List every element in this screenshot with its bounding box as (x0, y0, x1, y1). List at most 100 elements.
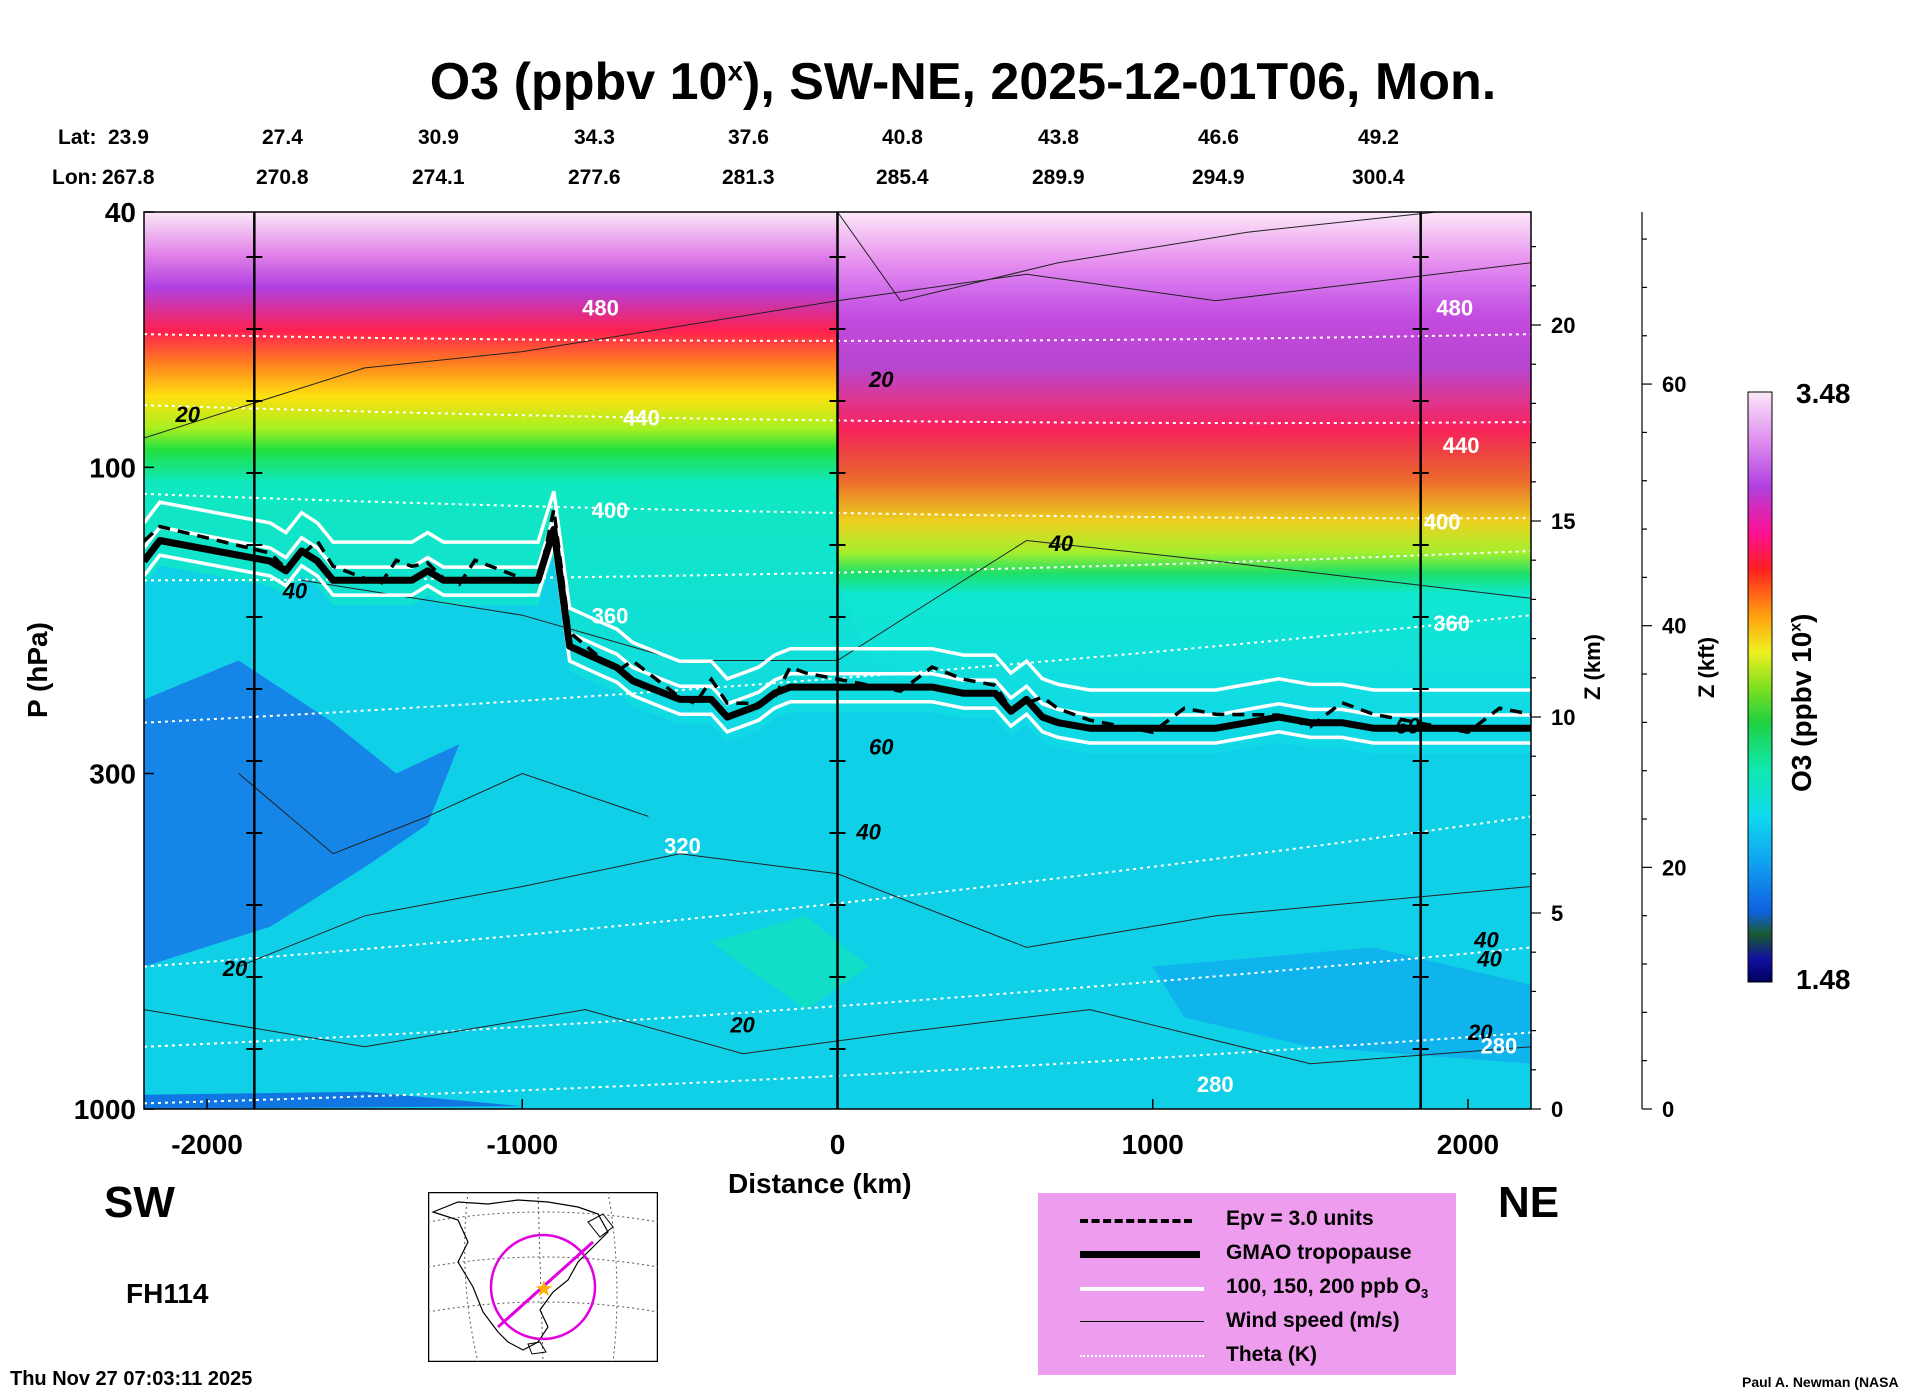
ne-label: NE (1498, 1178, 1560, 1227)
low-ozone-patch-surface (144, 1091, 523, 1109)
timestamp: Thu Nov 27 07:03:11 2025 (10, 1368, 253, 1390)
lon-value: 289.9 (1032, 166, 1085, 189)
colorbar-max-label: 3.48 (1796, 378, 1851, 409)
x-tick-label: 0 (830, 1129, 846, 1160)
theta-contour-label: 280 (1481, 1034, 1518, 1059)
map-section-line (496, 1240, 595, 1329)
epv-line (144, 509, 1531, 735)
x-axis-label: Distance (km) (728, 1168, 912, 1199)
legend-label-trop: GMAO tropopause (1226, 1241, 1412, 1264)
lon-value: 294.9 (1192, 166, 1245, 189)
zkft-axis-label: Z (kft) (1694, 636, 1719, 698)
wind-contour-label: 20 (175, 402, 201, 427)
x-tick-label: 1000 (1122, 1129, 1184, 1160)
lat-value: 30.9 (418, 126, 459, 149)
p-tick-label: 40 (105, 197, 136, 228)
lon-value: 281.3 (722, 166, 775, 189)
theta-contour-label: 320 (664, 834, 701, 859)
legend-label-o3: 100, 150, 200 ppb O3 (1226, 1275, 1429, 1302)
legend-label-epv: Epv = 3.0 units (1226, 1207, 1374, 1230)
wind-contour-label: 20 (729, 1013, 755, 1038)
o3-contour (144, 543, 1531, 745)
zkm-tick-label: 20 (1551, 313, 1575, 338)
zkft-tick-label: 0 (1662, 1097, 1674, 1122)
x-tick-label: 2000 (1437, 1129, 1499, 1160)
theta-contour-label: 440 (623, 405, 660, 430)
zkm-tick-label: 15 (1551, 509, 1575, 534)
y-axis-label: P (hPa) (22, 622, 53, 718)
theta-contour-label: 440 (1443, 433, 1480, 458)
lat-value: 49.2 (1358, 126, 1399, 149)
theta-contour-label: 400 (1424, 510, 1461, 535)
tropopause-line (144, 526, 1531, 732)
lat-value: 43.8 (1038, 126, 1079, 149)
x-tick-label: -2000 (171, 1129, 243, 1160)
legend-item-tropopause: GMAO tropopause (1038, 1241, 1456, 1273)
ozone-patch-center (711, 915, 870, 1010)
lat-value: 46.6 (1198, 126, 1239, 149)
p-tick-label: 1000 (74, 1094, 136, 1125)
zkft-tick-label: 40 (1662, 614, 1686, 639)
lat-label: Lat: (58, 126, 97, 149)
credit: Paul A. Newman (NASA (1742, 1374, 1899, 1390)
lon-value: 270.8 (256, 166, 309, 189)
p-tick-label: 100 (89, 452, 136, 483)
legend-item-o3: 100, 150, 200 ppb O3 (1038, 1275, 1456, 1307)
coastline-florida (527, 1341, 547, 1355)
lat-value: 23.9 (108, 126, 149, 149)
low-ozone-patch-west (144, 660, 460, 967)
colorbar-min-label: 1.48 (1796, 964, 1851, 995)
inset-map: ★ (428, 1192, 658, 1362)
stratosphere-field-east (837, 212, 1531, 729)
lon-value: 277.6 (568, 166, 621, 189)
wind-contour-label: 60 (869, 734, 894, 759)
wind-contour (238, 853, 1531, 968)
low-ozone-patch-east (1152, 947, 1531, 1064)
map-range-circle (489, 1233, 597, 1341)
axes: -2000 -1000 0 1000 2000 40 100 300 1000 0 5 10 15 20 0… (74, 197, 1687, 1160)
map-graticule (428, 1192, 658, 1362)
lon-value: 267.8 (102, 166, 155, 189)
wind-contour-label: 20 (222, 956, 248, 981)
colorbar-label: O3 (ppbv 10x) (1786, 613, 1817, 793)
wind-contour (144, 1009, 1531, 1065)
o3-contour (144, 490, 1531, 692)
theta-contour-label: 360 (1433, 611, 1470, 636)
lon-label: Lon: (52, 166, 98, 189)
wind-contour-label: 40 (1476, 947, 1502, 972)
map-center-star: ★ (534, 1276, 554, 1301)
wind-contour-label: 40 (1473, 927, 1499, 952)
lat-value: 37.6 (728, 126, 769, 149)
sw-label: SW (104, 1178, 175, 1227)
colorbar (1747, 391, 1773, 983)
wind-contour-label: 40 (282, 578, 308, 603)
legend-item-wind: Wind speed (m/s) (1038, 1309, 1456, 1341)
chart-title: O3 (ppbv 10x), SW-NE, 2025-12-01T06, Mon… (429, 53, 1497, 111)
o3-contour (144, 515, 1531, 717)
lat-value: 27.4 (262, 126, 303, 149)
wind-contour-label: 20 (868, 367, 894, 392)
legend-item-epv: Epv = 3.0 units (1038, 1207, 1456, 1239)
legend-label-wind: Wind speed (m/s) (1226, 1309, 1400, 1332)
theta-contour-label: 400 (592, 498, 629, 523)
p-tick-label: 300 (89, 758, 136, 789)
lon-value: 274.1 (412, 166, 465, 189)
coastline-newfoundland (587, 1213, 614, 1238)
wind-contour-label: 40 (855, 819, 881, 844)
theta-contour-label: 480 (1436, 296, 1473, 321)
zkm-axis-label: Z (km) (1580, 634, 1605, 700)
zkft-tick-label: 60 (1662, 372, 1686, 397)
legend-swatch-dashed (1080, 1219, 1192, 1223)
legend: Epv = 3.0 units GMAO tropopause 100, 150… (1038, 1193, 1456, 1375)
theta-contour-label: 280 (1197, 1072, 1234, 1097)
lat-value: 34.3 (574, 126, 615, 149)
theta-contour-label: 360 (592, 603, 629, 628)
legend-swatch-white (1080, 1287, 1204, 1291)
zkft-tick-label: 20 (1662, 855, 1686, 880)
lon-value: 300.4 (1352, 166, 1405, 189)
zkm-tick-label: 5 (1551, 901, 1563, 926)
legend-label-theta: Theta (K) (1226, 1343, 1317, 1366)
legend-swatch-thick (1080, 1251, 1200, 1258)
